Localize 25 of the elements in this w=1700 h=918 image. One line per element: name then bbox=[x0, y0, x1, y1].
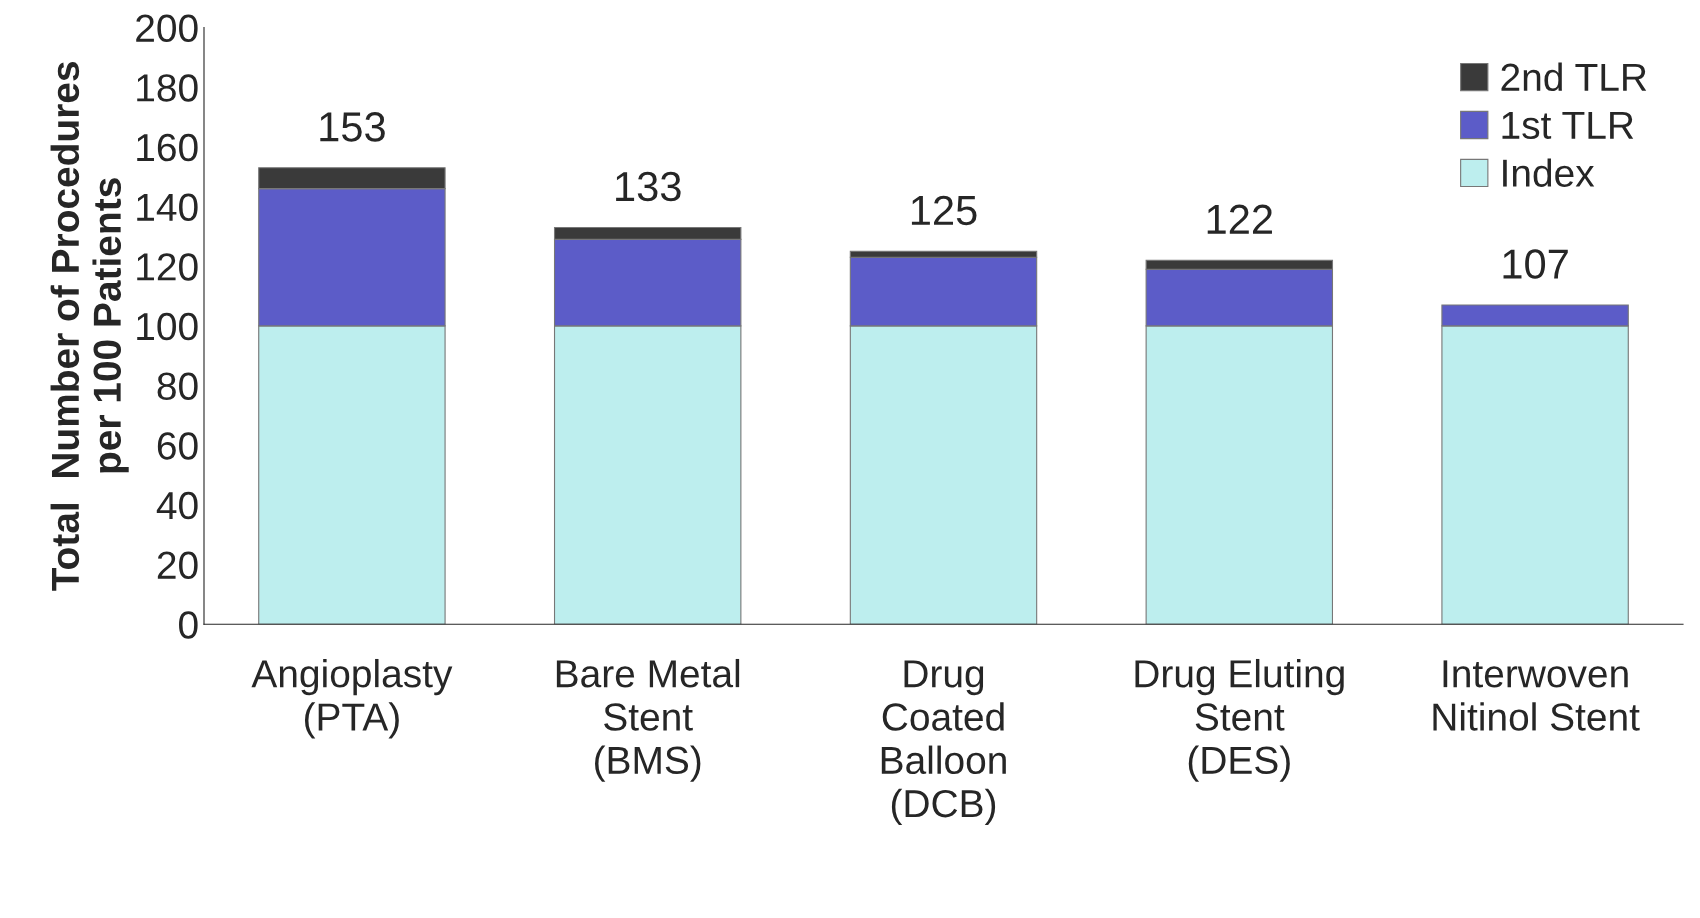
y-tick-label: 100 bbox=[137, 312, 198, 341]
total-label: 125 bbox=[911, 195, 977, 226]
y-tick-label: 0 bbox=[179, 611, 198, 639]
x-tick-label: Angioplasty (PTA) bbox=[251, 658, 453, 739]
total-label: 133 bbox=[616, 171, 681, 202]
y-tick-label: 60 bbox=[157, 432, 198, 460]
x-tick-label: Interwoven Nitinol Stent bbox=[1433, 660, 1640, 731]
x-tick-label: Bare Metal Stent (BMS) bbox=[556, 658, 740, 782]
y-tick-label: 120 bbox=[137, 253, 198, 281]
y-tick-label: 20 bbox=[157, 551, 198, 580]
total-label: 107 bbox=[1503, 249, 1568, 279]
legend-label: 2nd TLR bbox=[1501, 62, 1647, 92]
y-tick-label: 140 bbox=[137, 193, 198, 222]
y-tick-label: 160 bbox=[137, 133, 198, 162]
total-label: 153 bbox=[320, 112, 385, 142]
y-tick-label: 40 bbox=[156, 491, 198, 520]
y-tick-label: 200 bbox=[136, 14, 198, 43]
legend-label: 1st TLR bbox=[1502, 111, 1634, 140]
y-tick-label: 180 bbox=[137, 74, 198, 102]
legend-label: Index bbox=[1503, 158, 1595, 187]
x-tick-label: Drug Eluting Stent (DES) bbox=[1135, 658, 1344, 782]
y-axis-title: Total Number of Procedures per 100 Patients bbox=[50, 62, 129, 591]
y-tick-label: 80 bbox=[157, 372, 198, 401]
x-tick-label: Drug Coated Balloon (DCB) bbox=[881, 660, 1006, 826]
total-label: 122 bbox=[1207, 204, 1272, 234]
